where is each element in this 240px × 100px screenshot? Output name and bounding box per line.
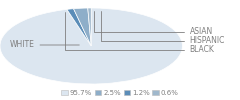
Text: BLACK: BLACK [65,12,215,54]
Wedge shape [0,8,182,84]
Text: HISPANIC: HISPANIC [101,11,225,46]
Text: WHITE: WHITE [10,40,79,50]
Wedge shape [73,8,91,46]
Wedge shape [67,9,91,46]
Text: ASIAN: ASIAN [94,11,213,36]
Legend: 95.7%, 2.5%, 1.2%, 0.6%: 95.7%, 2.5%, 1.2%, 0.6% [61,89,179,96]
Wedge shape [88,8,91,46]
